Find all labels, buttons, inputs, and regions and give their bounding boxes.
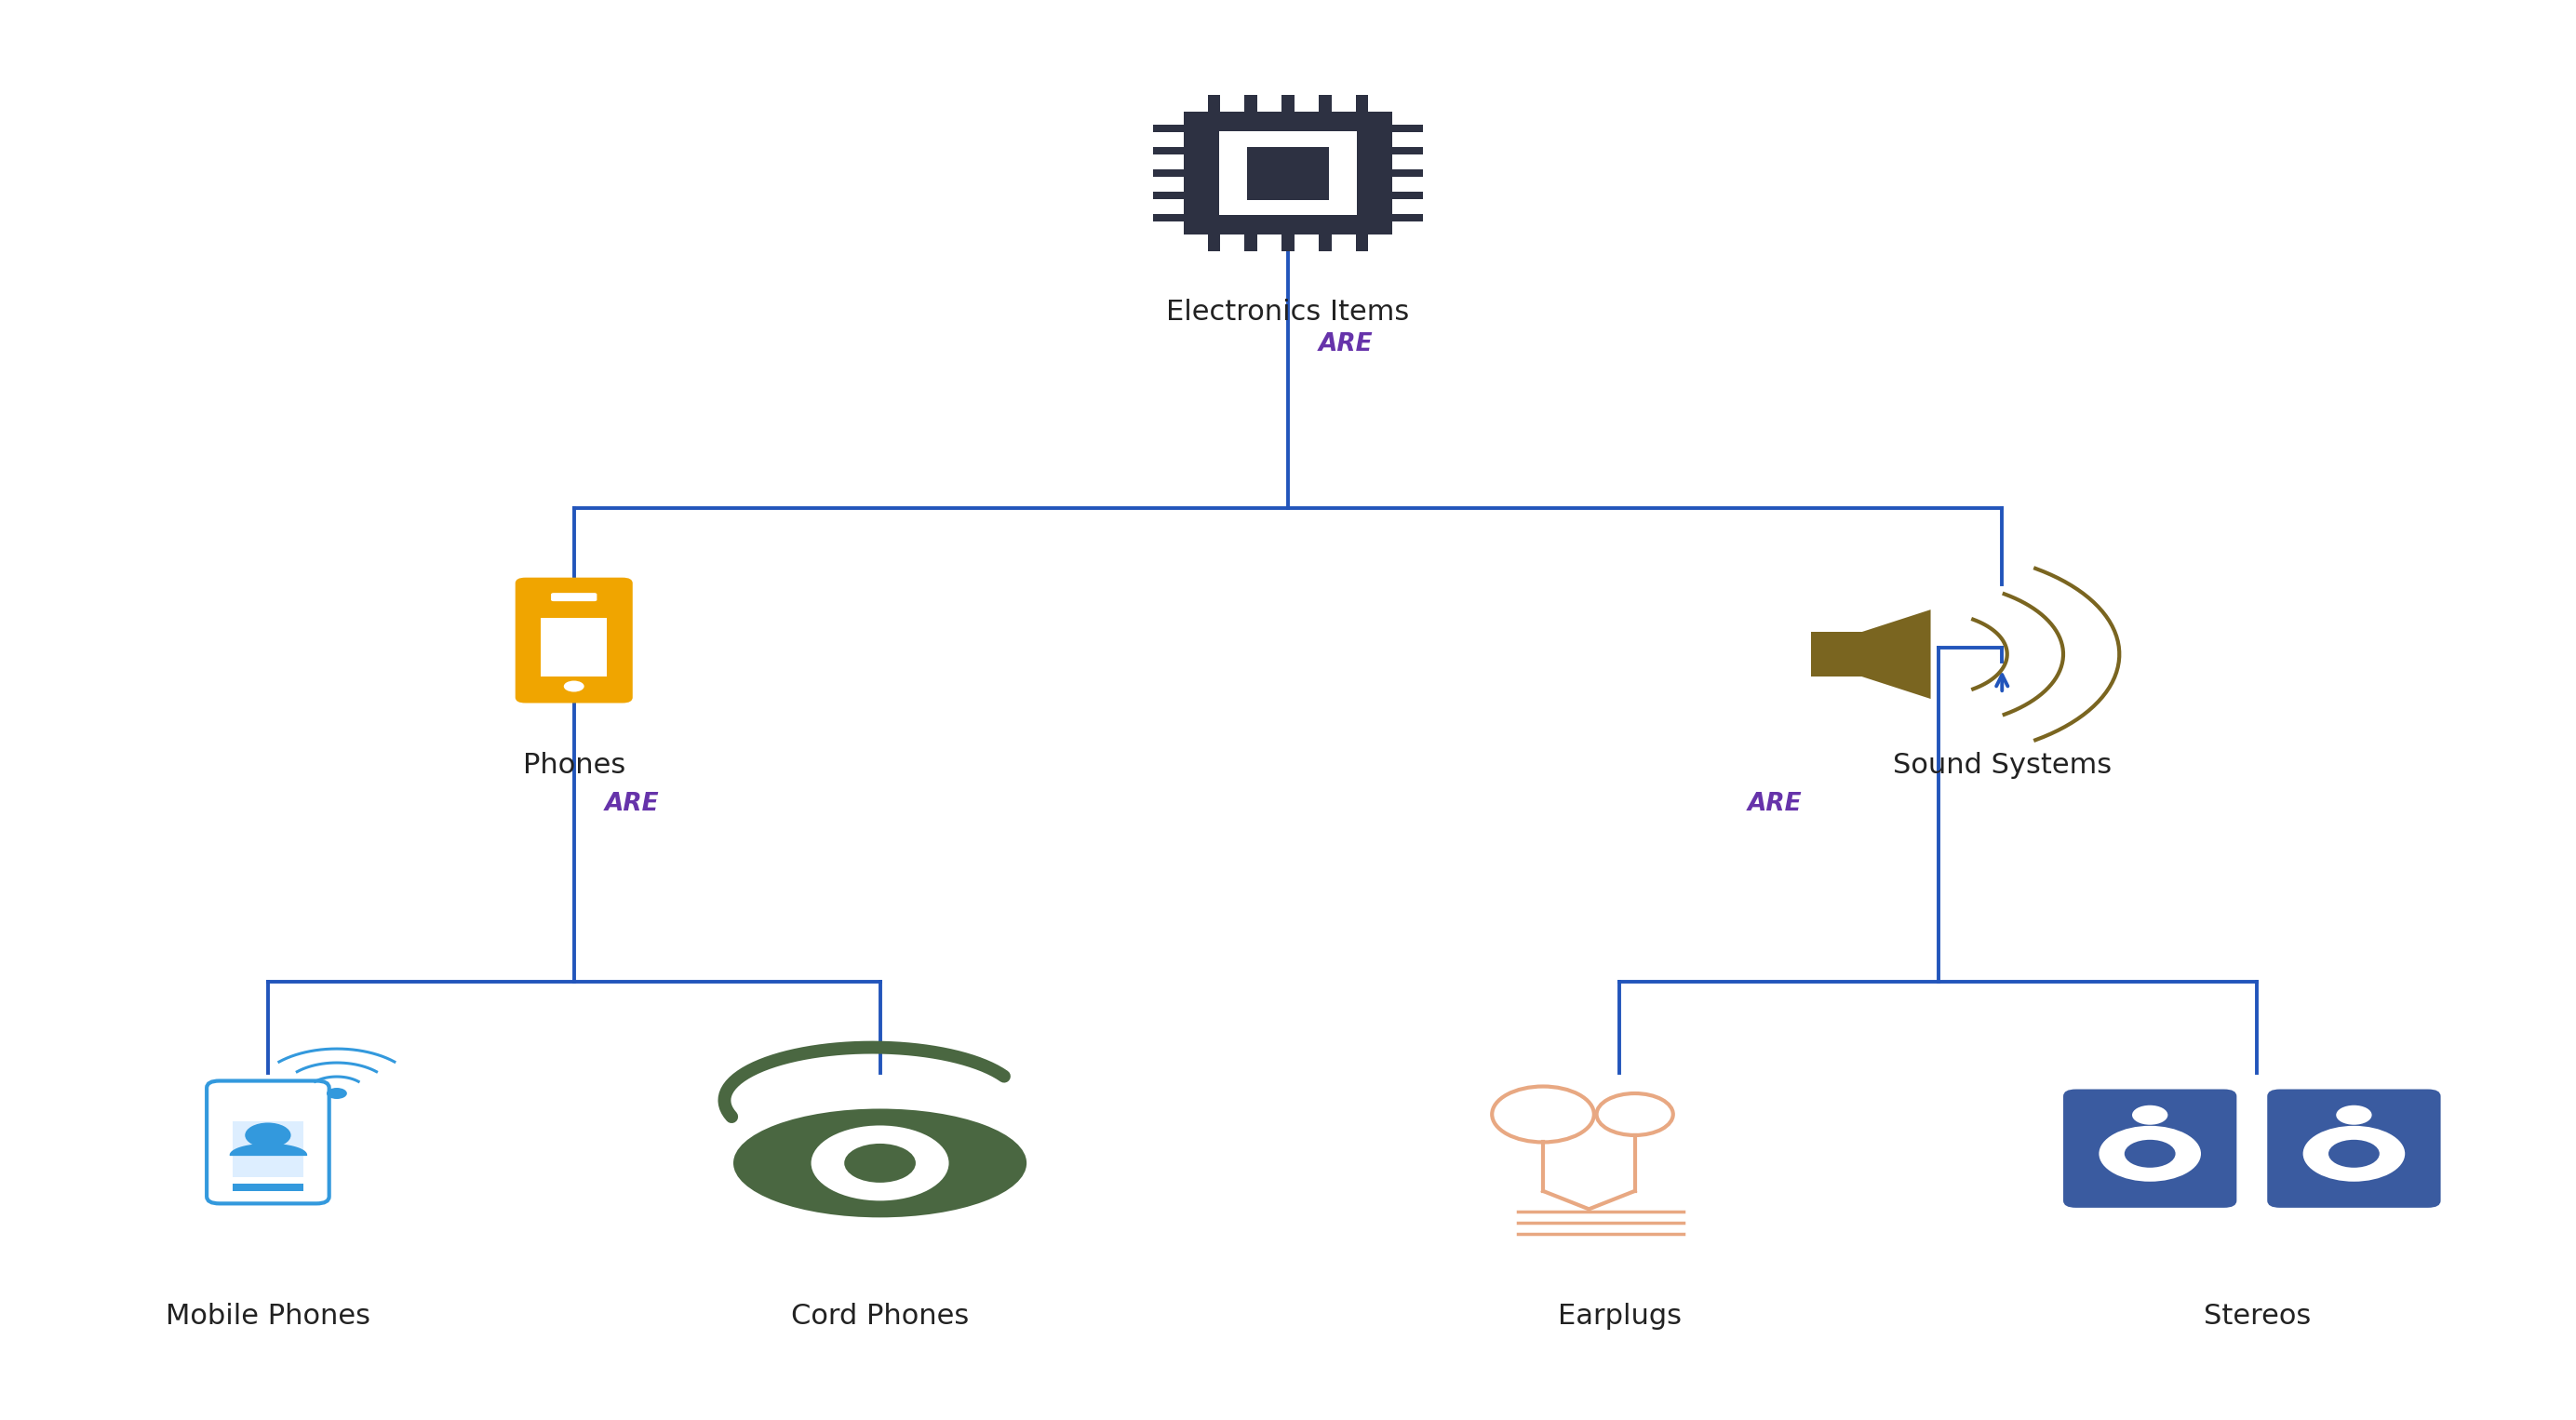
Circle shape [2336, 1105, 2372, 1125]
Circle shape [2303, 1126, 2406, 1181]
FancyBboxPatch shape [232, 1122, 304, 1177]
Bar [1154, 192, 1182, 199]
Circle shape [245, 1123, 291, 1147]
Bar [1394, 148, 1422, 155]
Bar [232, 1184, 304, 1191]
FancyBboxPatch shape [1218, 132, 1358, 214]
Circle shape [2099, 1126, 2200, 1181]
Bar [1283, 234, 1293, 251]
Text: Earplugs: Earplugs [1558, 1302, 1682, 1329]
Text: Phones: Phones [523, 751, 626, 778]
Bar [1154, 214, 1182, 222]
Text: Cord Phones: Cord Phones [791, 1302, 969, 1329]
FancyBboxPatch shape [541, 618, 608, 676]
Bar [1283, 95, 1293, 112]
Text: Sound Systems: Sound Systems [1893, 751, 2112, 778]
Bar [1355, 95, 1368, 112]
Bar [1394, 125, 1422, 132]
Circle shape [811, 1126, 948, 1201]
FancyBboxPatch shape [1247, 146, 1329, 200]
FancyBboxPatch shape [2063, 1089, 2236, 1208]
Bar [1394, 170, 1422, 176]
Text: ARE: ARE [1319, 332, 1373, 356]
Text: Stereos: Stereos [2202, 1302, 2311, 1329]
Bar [1319, 95, 1332, 112]
FancyBboxPatch shape [206, 1081, 330, 1204]
Circle shape [564, 680, 585, 692]
Bar [1154, 170, 1182, 176]
Ellipse shape [734, 1109, 1028, 1217]
Bar [1208, 234, 1221, 251]
Text: Electronics Items: Electronics Items [1167, 298, 1409, 325]
FancyBboxPatch shape [2267, 1089, 2439, 1208]
Bar [1154, 148, 1182, 155]
FancyBboxPatch shape [551, 594, 598, 601]
Bar [1244, 95, 1257, 112]
Bar [1811, 632, 1868, 676]
Bar [1154, 125, 1182, 132]
Text: Mobile Phones: Mobile Phones [165, 1302, 371, 1329]
Bar [1208, 95, 1221, 112]
Text: ARE: ARE [1747, 792, 1801, 816]
Circle shape [2133, 1105, 2169, 1125]
Circle shape [2329, 1140, 2380, 1167]
FancyBboxPatch shape [1182, 112, 1394, 234]
Bar [1394, 192, 1422, 199]
Bar [1244, 234, 1257, 251]
Circle shape [845, 1143, 914, 1183]
Bar [1355, 234, 1368, 251]
Circle shape [327, 1088, 348, 1099]
Circle shape [2125, 1140, 2177, 1167]
Text: ARE: ARE [605, 792, 659, 816]
Bar [1319, 234, 1332, 251]
FancyBboxPatch shape [515, 578, 634, 703]
Polygon shape [1862, 609, 1929, 699]
Bar [1394, 214, 1422, 222]
